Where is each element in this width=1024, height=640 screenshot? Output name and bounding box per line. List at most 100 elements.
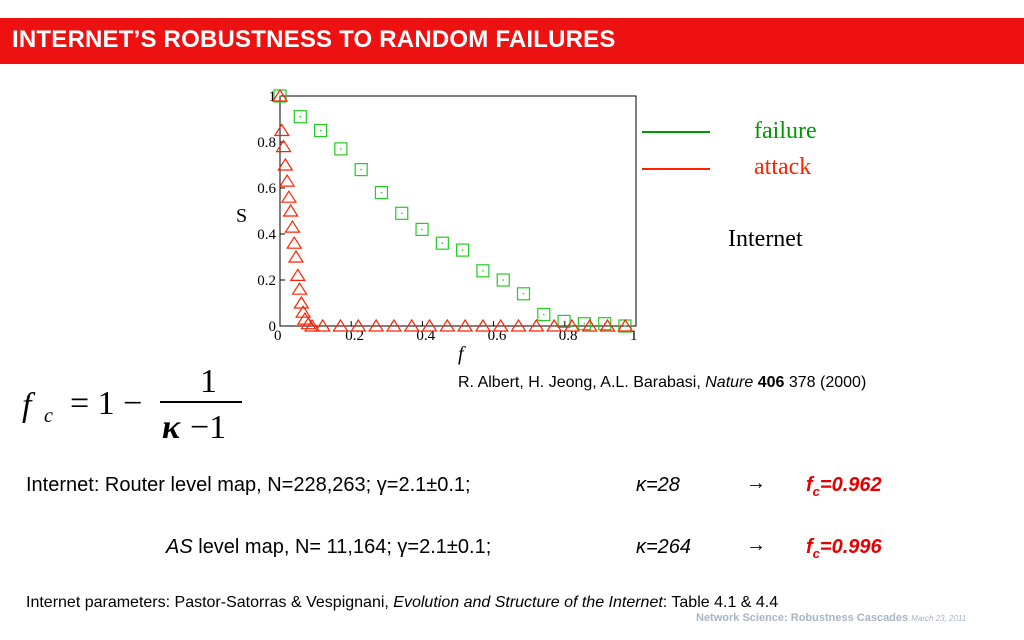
formula-lhs-sub: c [44, 405, 53, 427]
failure-point-dot [400, 212, 403, 215]
y-tick-label: 1 [269, 89, 277, 105]
router-level-row: Internet: Router level map, N=228,263; γ… [26, 474, 471, 497]
attack-point [314, 318, 331, 332]
failure-point-dot [522, 293, 525, 295]
attack-point [303, 318, 321, 332]
failure-point [456, 243, 470, 257]
failure-point-dot [563, 320, 565, 323]
plot-frame [279, 95, 637, 327]
failure-point [476, 264, 490, 278]
attack-point [286, 236, 303, 249]
as-fc-result: fc=0.996 [806, 536, 882, 561]
attack-point [457, 318, 474, 332]
formula-denominator-rest: −1 [190, 409, 226, 446]
attack-point [291, 282, 308, 295]
x-tick-label: 0.8 [559, 328, 578, 344]
router-row-label: Internet: Router level map, N=228,263; γ… [26, 474, 471, 496]
x-axis-ticks: 0 0.2 0.4 0.6 0.8 1 [274, 321, 638, 344]
attack-point [295, 305, 312, 318]
attack-point [332, 318, 349, 332]
failure-point [516, 287, 531, 301]
parameters-source: Internet parameters: Pastor-Satorras & V… [26, 594, 778, 612]
footer-date: March 23, 2011 [911, 614, 967, 623]
attack-point [279, 173, 296, 187]
router-fc-value: =0.962 [819, 474, 882, 496]
attack-point [287, 249, 305, 263]
as-fc-symbol: f [806, 536, 813, 558]
slide-title: INTERNET’S ROBUSTNESS TO RANDOM FAILURES [12, 26, 616, 53]
attack-point [492, 318, 509, 332]
as-row-label-italic: AS [166, 536, 193, 558]
legend-failure-line [642, 131, 710, 133]
router-row-kappa: κ=28 [636, 474, 680, 497]
attack-point [271, 88, 289, 102]
footer-text: Network Science: Robustness Cascades [696, 612, 912, 624]
failure-point [435, 236, 449, 250]
attack-point [439, 318, 456, 332]
formula-lhs: f [22, 387, 36, 424]
router-row-arrow: → [746, 472, 766, 494]
attack-point [385, 318, 403, 332]
as-row-arrow: → [746, 534, 766, 556]
y-tick-label: 0 [269, 319, 277, 335]
failure-point [313, 123, 328, 138]
attack-point [277, 157, 294, 171]
as-level-row: AS level map, N= 11,164; γ=2.1±0.1; [166, 536, 491, 559]
x-tick-label: 0.4 [416, 328, 435, 344]
failure-point [334, 142, 348, 156]
y-tick-label: 0.8 [257, 135, 276, 151]
failure-point [496, 273, 510, 287]
citation-volume: 406 [757, 374, 785, 391]
citation: R. Albert, H. Jeong, A.L. Barabasi, Natu… [458, 374, 866, 392]
attack-point [563, 318, 581, 332]
attack-point [546, 318, 563, 332]
attack-point [293, 295, 310, 309]
failure-point [557, 314, 571, 328]
citation-pages-year: 378 (2000) [784, 374, 867, 391]
router-kappa-value: κ=28 [636, 474, 680, 496]
legend-failure-label: failure [754, 118, 817, 144]
y-axis-ticks: 0 0.2 0.4 0.6 0.8 1 [257, 89, 285, 335]
attack-point [284, 219, 301, 233]
failure-series [273, 89, 632, 333]
params-suffix: : Table 4.1 & 4.4 [662, 594, 779, 611]
attack-point [617, 318, 634, 332]
failure-point [395, 206, 409, 220]
citation-authors: R. Albert, H. Jeong, A.L. Barabasi, [458, 374, 706, 391]
failure-point-dot [421, 228, 423, 231]
failure-point-dot [360, 168, 362, 171]
failure-point-dot [502, 279, 505, 281]
formula-equals-one-minus: = 1 − [70, 385, 142, 422]
attack-point [474, 318, 492, 332]
router-fc-sub: c [812, 484, 820, 499]
attack-point [273, 123, 290, 137]
attack-point [421, 318, 438, 332]
title-bar: INTERNET’S ROBUSTNESS TO RANDOM FAILURES [0, 18, 1024, 64]
attack-point [289, 268, 306, 281]
attack-point [275, 139, 292, 153]
as-row-label: level map, N= 11,164; γ=2.1±0.1; [192, 536, 492, 558]
critical-threshold-formula: f c = 1 − 1 κ −1 [22, 363, 242, 446]
failure-point-dot [279, 95, 281, 97]
failure-point-dot [441, 242, 444, 244]
x-tick-label: 0.2 [345, 328, 364, 344]
legend-attack-line [642, 168, 710, 170]
attack-point [599, 318, 616, 332]
attack-point [282, 203, 299, 217]
x-tick-label: 0.6 [488, 328, 507, 344]
legend-attack-label: attack [754, 154, 812, 180]
failure-point [374, 185, 389, 200]
failure-point-dot [340, 148, 342, 150]
attack-point [368, 318, 385, 332]
attack-point [581, 318, 598, 332]
attack-point [403, 318, 420, 332]
citation-journal: Nature [705, 374, 754, 391]
failure-point-dot [299, 115, 302, 118]
params-book-title: Evolution and Structure of the Internet [393, 594, 663, 611]
failure-point-dot [583, 322, 586, 325]
failure-point-dot [380, 191, 383, 194]
network-label: Internet [728, 226, 803, 252]
failure-point [293, 110, 307, 124]
router-fc-result: fc=0.962 [806, 474, 882, 499]
failure-point-dot [542, 313, 545, 316]
